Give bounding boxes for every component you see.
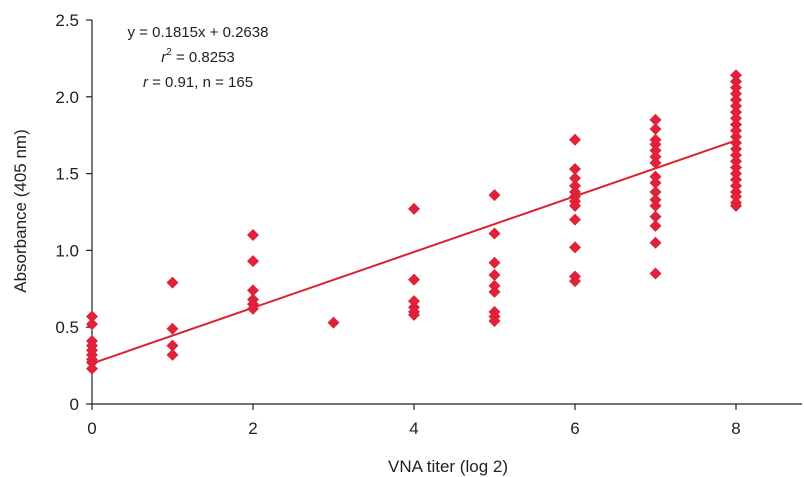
- data-point: [649, 138, 662, 151]
- x-axis-title: VNA titer (log 2): [388, 457, 508, 476]
- data-point: [649, 267, 662, 280]
- data-point: [730, 179, 742, 192]
- y-tick-label: 2.5: [55, 11, 79, 30]
- data-point: [247, 302, 259, 315]
- data-point: [569, 241, 581, 254]
- data-point: [86, 318, 98, 331]
- data-point: [730, 130, 742, 143]
- r-n-value: = 0.91, n = 165: [148, 74, 253, 91]
- data-point: [649, 210, 662, 223]
- data-point: [649, 150, 662, 163]
- data-point: [649, 193, 662, 206]
- data-point: [730, 167, 742, 180]
- r2-value: = 0.8253: [172, 49, 235, 66]
- data-point: [488, 279, 501, 292]
- data-point: [488, 227, 501, 240]
- data-point: [247, 284, 259, 297]
- x-tick-label: 0: [87, 419, 96, 438]
- y-tick-label: 0.5: [55, 318, 79, 337]
- data-point: [488, 315, 501, 328]
- regression-equation: y = 0.1815x + 0.2638: [128, 24, 269, 41]
- data-point: [408, 273, 420, 286]
- data-point: [730, 118, 742, 131]
- data-point: [166, 322, 179, 335]
- y-ticks: 0 0.5 1.0 1.5 2.0 2.5: [55, 11, 92, 414]
- data-point: [408, 308, 420, 321]
- data-point: [166, 339, 179, 352]
- data-point: [408, 295, 420, 308]
- data-point: [86, 362, 98, 375]
- x-ticks: 0 2 4 6 8: [87, 404, 741, 438]
- y-tick-label: 2.0: [55, 88, 79, 107]
- data-point: [649, 176, 662, 189]
- data-point: [86, 356, 98, 369]
- y-tick-label: 1.5: [55, 165, 79, 184]
- data-point: [730, 155, 742, 168]
- data-point: [730, 81, 742, 94]
- data-point: [730, 93, 742, 106]
- data-point: [649, 236, 662, 249]
- data-point: [166, 348, 179, 361]
- r-squared-label: r2 = 0.8253: [161, 47, 235, 66]
- data-point: [730, 69, 742, 82]
- data-point: [569, 162, 581, 175]
- data-point: [86, 310, 98, 323]
- data-point: [649, 144, 662, 157]
- data-point: [649, 156, 662, 169]
- r-symbol: r: [143, 74, 149, 91]
- data-point: [569, 179, 581, 192]
- x-tick-label: 8: [731, 419, 740, 438]
- data-point: [649, 113, 662, 126]
- data-point: [569, 199, 581, 212]
- regression-line: [91, 139, 737, 365]
- data-point: [730, 112, 742, 125]
- data-point: [730, 149, 742, 162]
- data-point: [569, 213, 581, 226]
- x-tick-label: 4: [409, 419, 418, 438]
- data-points: [86, 69, 742, 375]
- data-point: [730, 124, 742, 137]
- data-point: [649, 186, 662, 199]
- data-point: [730, 143, 742, 156]
- data-point: [569, 275, 581, 288]
- r2-symbol: r: [161, 49, 167, 66]
- x-tick-label: 2: [248, 419, 257, 438]
- data-point: [649, 123, 662, 136]
- data-point: [649, 219, 662, 232]
- data-point: [730, 190, 742, 203]
- data-point: [730, 87, 742, 100]
- data-point: [730, 75, 742, 88]
- data-point: [730, 100, 742, 113]
- data-point: [488, 256, 501, 269]
- data-point: [166, 276, 179, 289]
- y-tick-label: 0: [70, 395, 79, 414]
- r2-superscript: 2: [166, 47, 172, 58]
- data-point: [730, 106, 742, 119]
- data-point: [569, 172, 581, 185]
- data-point: [730, 136, 742, 149]
- data-point: [730, 173, 742, 186]
- data-point: [488, 285, 501, 298]
- data-point: [488, 189, 501, 202]
- r-n-label: r = 0.91, n = 165: [143, 74, 253, 91]
- x-tick-label: 6: [570, 419, 579, 438]
- data-point: [730, 161, 742, 174]
- data-point: [730, 199, 742, 212]
- data-point: [327, 316, 340, 329]
- y-axis-title: Absorbance (405 nm): [11, 129, 30, 292]
- y-tick-label: 1.0: [55, 241, 79, 260]
- data-point: [408, 202, 420, 215]
- data-point: [247, 255, 259, 268]
- data-point: [247, 229, 259, 242]
- data-point: [569, 133, 581, 146]
- data-point: [649, 170, 662, 183]
- data-point: [649, 199, 662, 212]
- data-point: [488, 268, 501, 281]
